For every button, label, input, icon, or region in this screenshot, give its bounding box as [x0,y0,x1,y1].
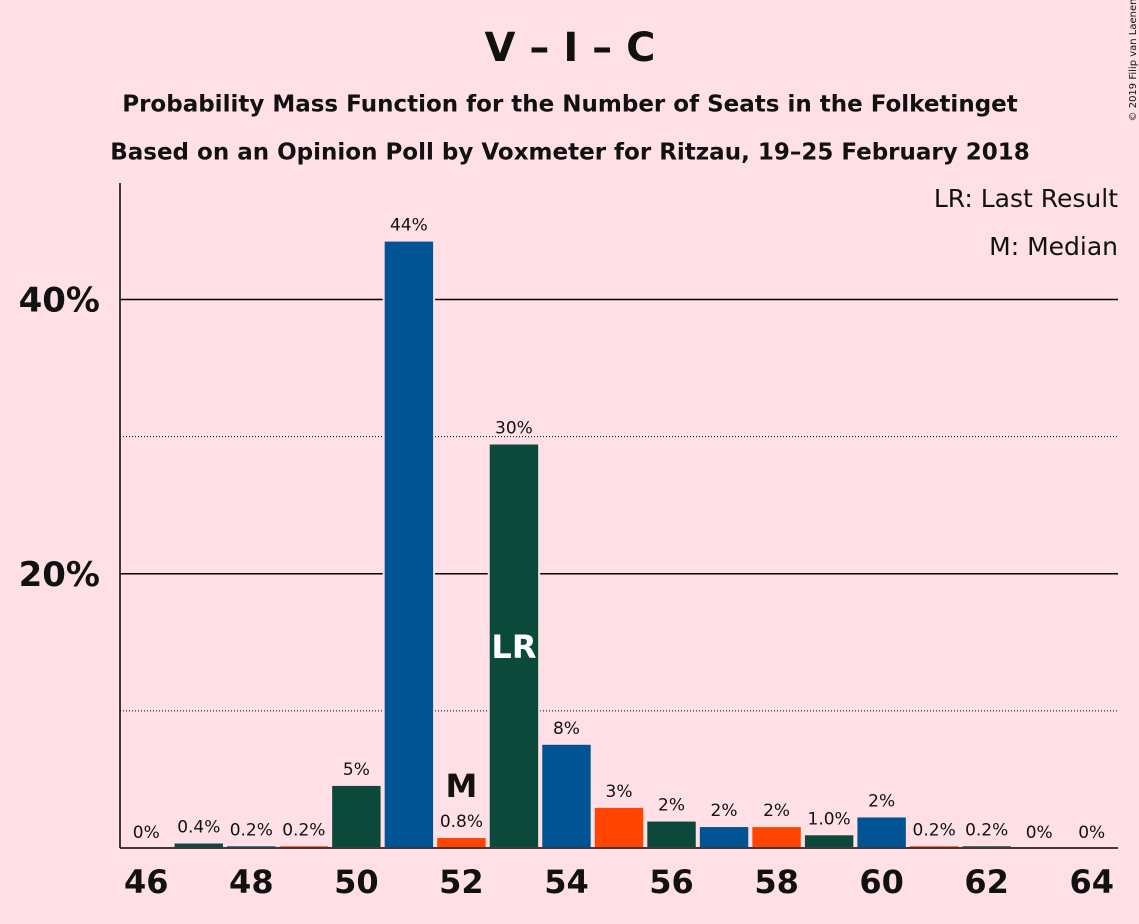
x-tick-label: 60 [859,863,904,901]
bar [487,442,541,849]
median-marker: M [445,767,477,805]
bar [750,825,803,849]
value-label: 0.2% [282,820,325,840]
bar [172,841,226,849]
value-label: 0.2% [913,820,956,840]
value-label: 5% [343,760,370,780]
subtitle: Probability Mass Function for the Number… [122,92,1018,118]
value-label: 1.0% [808,809,851,829]
value-label: 0.2% [965,820,1008,840]
y-tick-label: 40% [19,281,100,321]
value-label: 2% [868,791,895,811]
x-tick-label: 52 [439,863,484,901]
x-tick-label: 50 [334,863,379,901]
bar [855,815,908,850]
subtitle: Based on an Opinion Poll by Voxmeter for… [110,140,1030,166]
bar [435,836,488,850]
legend-entry: M: Median [989,232,1118,261]
value-label: 2% [658,796,685,816]
copyright: © 2019 Filip van Laenen [1128,0,1139,121]
value-label: 44% [390,216,428,236]
value-label: 30% [495,419,533,439]
x-tick-label: 56 [649,863,694,901]
bar [382,239,436,849]
chart-title: V – I – C [485,25,656,71]
value-label: 0% [1026,823,1053,843]
value-label: 0.8% [440,812,483,832]
legend-entry: LR: Last Result [934,184,1118,213]
value-label: 0.4% [177,818,220,838]
bar [645,819,698,850]
bar [540,742,593,850]
x-tick-label: 54 [544,863,589,901]
bar [592,805,646,849]
value-label: 0% [133,823,160,843]
value-label: 3% [606,782,633,802]
bar [697,825,751,849]
value-label: 2% [763,801,790,821]
value-label: 0% [1078,823,1105,843]
bar [802,833,856,849]
x-tick-label: 46 [124,863,169,901]
last-result-marker: LR [491,628,536,666]
x-tick-label: 64 [1069,863,1114,901]
value-label: 2% [711,801,738,821]
bar [330,783,383,850]
x-tick-label: 58 [754,863,799,901]
value-label: 8% [553,719,580,739]
x-tick-label: 48 [229,863,274,901]
x-tick-label: 62 [964,863,1009,901]
value-label: 0.2% [230,820,273,840]
y-tick-label: 20% [19,555,100,595]
